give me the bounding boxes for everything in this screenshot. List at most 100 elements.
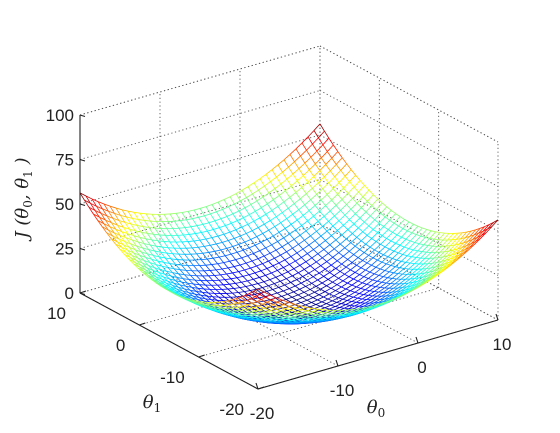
surface-mesh-segment bbox=[275, 276, 281, 282]
surface-mesh-segment bbox=[270, 310, 277, 313]
surface-mesh-segment bbox=[263, 252, 271, 257]
surface-mesh-segment bbox=[343, 305, 351, 309]
surface-mesh bbox=[79, 123, 499, 325]
surface-mesh-segment bbox=[288, 313, 293, 316]
surface-mesh-segment bbox=[356, 282, 363, 288]
surface-mesh-segment bbox=[301, 136, 309, 144]
surface-mesh-segment bbox=[368, 294, 373, 297]
surface-mesh-segment bbox=[314, 291, 320, 296]
surface-mesh-segment bbox=[262, 303, 269, 308]
surface-mesh-segment bbox=[335, 286, 342, 291]
surface-mesh-segment bbox=[308, 308, 315, 312]
surface-mesh-segment bbox=[330, 304, 336, 307]
surface-mesh-segment bbox=[85, 195, 91, 204]
surface-mesh-segment bbox=[284, 284, 290, 289]
surface-mesh-segment bbox=[167, 247, 174, 254]
surface-mesh-segment bbox=[96, 205, 103, 210]
surface-mesh-segment bbox=[288, 203, 295, 209]
surface-mesh-segment bbox=[235, 310, 243, 314]
surface-mesh-segment bbox=[318, 272, 324, 277]
surface-mesh-segment bbox=[122, 244, 128, 251]
surface-mesh-segment bbox=[332, 252, 339, 258]
surface-mesh-segment bbox=[320, 288, 326, 292]
surface-mesh-segment bbox=[382, 271, 390, 277]
surface-mesh-segment bbox=[241, 186, 249, 191]
surface-mesh-segment bbox=[302, 248, 308, 254]
surface-mesh-segment bbox=[316, 188, 323, 195]
surface-mesh-segment bbox=[280, 308, 286, 312]
surface-mesh-segment bbox=[283, 304, 290, 307]
surface-mesh-segment bbox=[262, 196, 268, 205]
surface-mesh-segment bbox=[202, 252, 209, 254]
surface-mesh-segment bbox=[378, 246, 386, 253]
surface-mesh-segment bbox=[239, 235, 246, 243]
surface-mesh-segment bbox=[157, 214, 163, 222]
surface-mesh-segment bbox=[273, 302, 279, 306]
surface-mesh-segment bbox=[160, 228, 166, 236]
surface-mesh-segment bbox=[392, 225, 399, 233]
surface-mesh-segment bbox=[356, 301, 361, 304]
surface-mesh-segment bbox=[365, 305, 373, 308]
surface-mesh-segment bbox=[106, 232, 113, 237]
z-tick bbox=[79, 203, 86, 207]
surface-mesh-segment bbox=[222, 240, 229, 243]
surface-mesh-segment bbox=[140, 251, 146, 258]
surface-mesh-segment bbox=[353, 217, 361, 225]
surface-mesh-segment bbox=[386, 282, 391, 284]
surface-mesh-segment bbox=[261, 311, 266, 314]
surface-mesh-segment bbox=[135, 230, 142, 233]
surface-mesh-segment bbox=[281, 212, 288, 219]
surface-mesh-segment bbox=[198, 215, 205, 218]
surface-mesh-segment bbox=[410, 262, 415, 265]
surface-mesh-segment bbox=[245, 262, 251, 269]
surface-mesh-segment bbox=[274, 188, 280, 196]
surface-mesh-segment bbox=[314, 205, 320, 212]
surface-mesh-segment bbox=[143, 243, 150, 250]
surface-mesh-segment bbox=[321, 282, 327, 287]
surface-mesh-segment bbox=[303, 306, 311, 310]
surface-mesh-segment bbox=[323, 170, 331, 178]
surface-mesh-segment bbox=[294, 155, 301, 162]
surface-mesh-segment bbox=[97, 220, 103, 228]
surface-mesh-segment bbox=[169, 241, 175, 249]
surface-mesh-segment bbox=[253, 182, 259, 191]
surface-mesh-segment bbox=[314, 240, 320, 246]
surface-mesh-segment bbox=[202, 253, 208, 260]
surface-mesh-segment bbox=[280, 254, 286, 261]
surface-mesh-segment bbox=[305, 306, 313, 309]
surface-mesh-segment bbox=[381, 277, 388, 283]
z-tick-label: 75 bbox=[55, 151, 74, 170]
surface-mesh-segment bbox=[298, 162, 306, 170]
surface-mesh-segment bbox=[265, 210, 273, 215]
surface-mesh-segment bbox=[315, 157, 322, 165]
surface-mesh-segment bbox=[307, 130, 315, 138]
surface-mesh-segment bbox=[355, 298, 363, 303]
surface-mesh-segment bbox=[225, 308, 232, 312]
surface-mesh-segment bbox=[292, 214, 298, 221]
surface-mesh-segment bbox=[218, 279, 224, 286]
surface-mesh-segment bbox=[358, 221, 365, 229]
surface-mesh-segment bbox=[295, 229, 301, 236]
surface-mesh-segment bbox=[359, 274, 365, 278]
surface-mesh-segment bbox=[319, 240, 326, 246]
surface-mesh-segment bbox=[345, 266, 351, 271]
surface-mesh-segment bbox=[196, 253, 202, 260]
surface-mesh-segment bbox=[217, 201, 223, 210]
surface-mesh-segment bbox=[268, 260, 274, 267]
surface-mesh-segment bbox=[289, 285, 296, 289]
surface-mesh-segment bbox=[292, 243, 299, 249]
surface-mesh-segment bbox=[353, 274, 360, 280]
surface-mesh-segment bbox=[361, 201, 368, 208]
surface-mesh-segment bbox=[133, 235, 139, 243]
surface-mesh-segment bbox=[316, 194, 322, 201]
surface-mesh-segment bbox=[391, 287, 399, 293]
surface-mesh-segment bbox=[248, 247, 254, 254]
surface-mesh-segment bbox=[233, 288, 239, 293]
surface-mesh-segment bbox=[128, 258, 134, 265]
surface-mesh-segment bbox=[211, 284, 217, 290]
surface-mesh-segment bbox=[386, 258, 393, 265]
surface-mesh-segment bbox=[143, 260, 151, 264]
surface-mesh-segment bbox=[294, 285, 300, 290]
surface-mesh-segment bbox=[144, 220, 150, 228]
surface-mesh-segment bbox=[306, 279, 312, 284]
